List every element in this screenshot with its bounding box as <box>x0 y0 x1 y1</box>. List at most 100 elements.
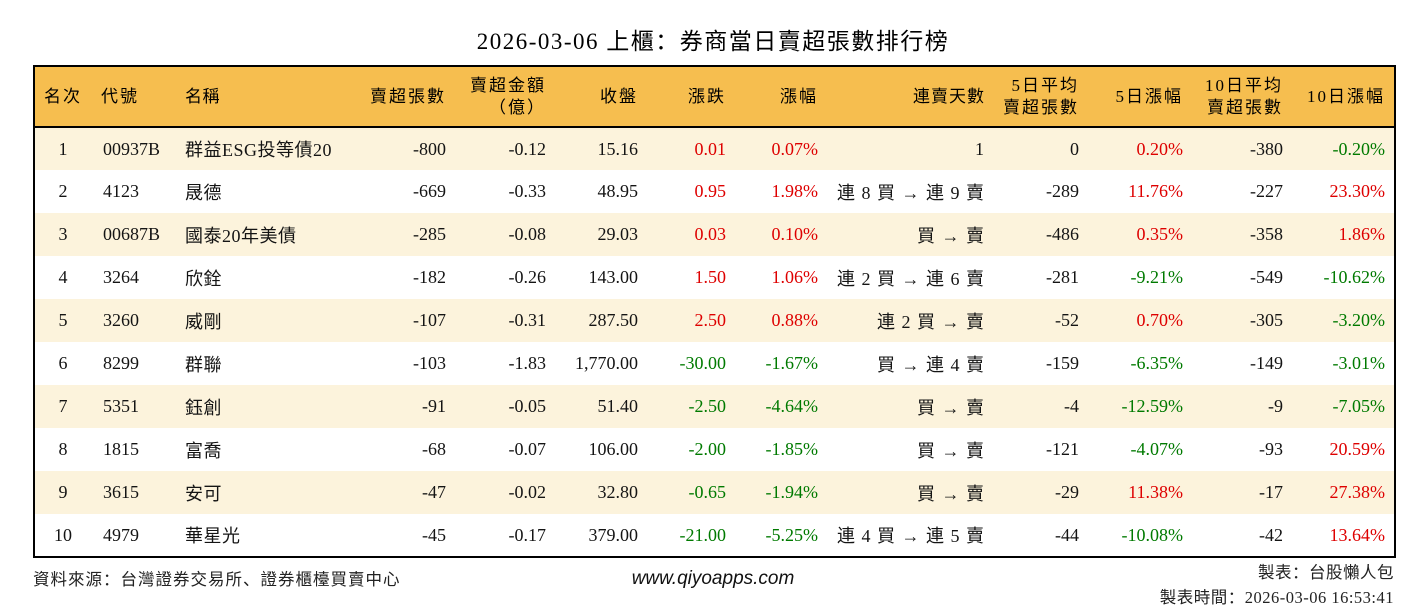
cell-sell_volume: -68 <box>356 428 456 471</box>
cell-close: 143.00 <box>556 256 646 299</box>
cell-change_pct: -4.64% <box>736 385 826 428</box>
cell-code: 3260 <box>91 299 171 342</box>
cell-rank: 8 <box>34 428 91 471</box>
cell-streak: 連 2 買 → 賣 <box>826 299 991 342</box>
cell-name: 國泰20年美債 <box>171 213 356 256</box>
ranking-table: 名次 代號 名稱 賣超張數 賣超金額 （億） 收盤 漲跌 漲幅 連賣天數 5日平均 賣超張數 5日漲… <box>33 65 1396 558</box>
cell-pct10: 20.59% <box>1293 428 1395 471</box>
cell-avg5: -486 <box>991 213 1091 256</box>
cell-pct10: 1.86% <box>1293 213 1395 256</box>
col-header-sell_amount: 賣超金額 （億） <box>456 66 556 128</box>
credits-block: 製表：台股懶人包 製表時間：2026-03-06 16:53:41 <box>1160 560 1394 610</box>
cell-change_pct: 0.88% <box>736 299 826 342</box>
cell-avg10: -549 <box>1191 256 1293 299</box>
cell-rank: 2 <box>34 170 91 213</box>
col-header-name: 名稱 <box>171 66 356 128</box>
table-body: 1 00937B 群益ESG投等債20 -800 -0.12 15.16 0.01 0.07%… <box>34 127 1395 557</box>
data-source-note: 資料來源：台灣證券交易所、證券櫃檯買賣中心 <box>33 570 401 589</box>
col-header-close: 收盤 <box>556 66 646 128</box>
cell-code: 00937B <box>91 127 171 170</box>
cell-pct10: 27.38% <box>1293 471 1395 514</box>
table-row: 6 8299 群聯 -103 -1.83 1,770.00 -30.00 -1.67% 買 → … <box>34 342 1395 385</box>
cell-pct10: 13.64% <box>1293 514 1395 557</box>
table-row: 3 00687B 國泰20年美債 -285 -0.08 29.03 0.03 0.10% 買 →… <box>34 213 1395 256</box>
cell-avg5: -121 <box>991 428 1091 471</box>
cell-name: 欣銓 <box>171 256 356 299</box>
cell-pct5: 11.76% <box>1091 170 1191 213</box>
cell-pct10: -3.20% <box>1293 299 1395 342</box>
cell-change: -2.50 <box>646 385 736 428</box>
cell-change: 0.01 <box>646 127 736 170</box>
cell-avg10: -380 <box>1191 127 1293 170</box>
cell-name: 鈺創 <box>171 385 356 428</box>
table-header: 名次 代號 名稱 賣超張數 賣超金額 （億） 收盤 漲跌 漲幅 連賣天數 5日平均 賣超張數 5日漲… <box>34 66 1395 128</box>
cell-rank: 4 <box>34 256 91 299</box>
maker-credit: 製表：台股懶人包 <box>1258 563 1394 582</box>
cell-pct10: -3.01% <box>1293 342 1395 385</box>
cell-avg5: -29 <box>991 471 1091 514</box>
cell-code: 4979 <box>91 514 171 557</box>
page-title: 2026-03-06 上櫃：券商當日賣超張數排行榜 <box>476 29 950 54</box>
cell-rank: 1 <box>34 127 91 170</box>
cell-avg10: -17 <box>1191 471 1293 514</box>
cell-rank: 3 <box>34 213 91 256</box>
cell-sell_volume: -285 <box>356 213 456 256</box>
cell-sell_amount: -0.17 <box>456 514 556 557</box>
cell-avg5: -4 <box>991 385 1091 428</box>
cell-sell_volume: -47 <box>356 471 456 514</box>
cell-change: -30.00 <box>646 342 736 385</box>
cell-pct5: 0.20% <box>1091 127 1191 170</box>
table-row: 2 4123 晟德 -669 -0.33 48.95 0.95 1.98% 連 8 買 → 連 … <box>34 170 1395 213</box>
cell-streak: 連 8 買 → 連 9 賣 <box>826 170 991 213</box>
cell-rank: 5 <box>34 299 91 342</box>
cell-sell_volume: -669 <box>356 170 456 213</box>
cell-avg10: -9 <box>1191 385 1293 428</box>
generated-time: 製表時間：2026-03-06 16:53:41 <box>1159 588 1394 607</box>
cell-rank: 9 <box>34 471 91 514</box>
cell-code: 8299 <box>91 342 171 385</box>
cell-close: 379.00 <box>556 514 646 557</box>
col-header-change: 漲跌 <box>646 66 736 128</box>
cell-streak: 買 → 賣 <box>826 471 991 514</box>
cell-sell_volume: -182 <box>356 256 456 299</box>
cell-close: 51.40 <box>556 385 646 428</box>
col-header-avg10: 10日平均 賣超張數 <box>1191 66 1293 128</box>
table-row: 9 3615 安可 -47 -0.02 32.80 -0.65 -1.94% 買 → 賣 -29 1… <box>34 471 1395 514</box>
cell-change_pct: -1.94% <box>736 471 826 514</box>
cell-sell_volume: -45 <box>356 514 456 557</box>
cell-code: 3264 <box>91 256 171 299</box>
cell-code: 4123 <box>91 170 171 213</box>
cell-avg10: -305 <box>1191 299 1293 342</box>
cell-change_pct: 0.07% <box>736 127 826 170</box>
table-row: 8 1815 富喬 -68 -0.07 106.00 -2.00 -1.85% 買 → 賣 -12… <box>34 428 1395 471</box>
cell-sell_volume: -103 <box>356 342 456 385</box>
cell-sell_amount: -0.26 <box>456 256 556 299</box>
cell-name: 富喬 <box>171 428 356 471</box>
cell-sell_amount: -0.33 <box>456 170 556 213</box>
cell-avg5: 0 <box>991 127 1091 170</box>
cell-code: 5351 <box>91 385 171 428</box>
cell-sell_amount: -1.83 <box>456 342 556 385</box>
cell-pct10: 23.30% <box>1293 170 1395 213</box>
cell-rank: 10 <box>34 514 91 557</box>
cell-change: 2.50 <box>646 299 736 342</box>
cell-pct5: 0.35% <box>1091 213 1191 256</box>
cell-avg5: -44 <box>991 514 1091 557</box>
cell-avg10: -227 <box>1191 170 1293 213</box>
cell-avg5: -52 <box>991 299 1091 342</box>
cell-name: 群益ESG投等債20 <box>171 127 356 170</box>
cell-change: -21.00 <box>646 514 736 557</box>
cell-avg10: -42 <box>1191 514 1293 557</box>
cell-sell_volume: -91 <box>356 385 456 428</box>
cell-change: 1.50 <box>646 256 736 299</box>
cell-name: 安可 <box>171 471 356 514</box>
cell-change_pct: -1.85% <box>736 428 826 471</box>
col-header-pct10: 10日漲幅 <box>1293 66 1395 128</box>
cell-name: 威剛 <box>171 299 356 342</box>
cell-streak: 連 4 買 → 連 5 賣 <box>826 514 991 557</box>
table-row: 4 3264 欣銓 -182 -0.26 143.00 1.50 1.06% 連 2 買 → 連… <box>34 256 1395 299</box>
cell-sell_volume: -107 <box>356 299 456 342</box>
cell-close: 48.95 <box>556 170 646 213</box>
cell-streak: 買 → 賣 <box>826 213 991 256</box>
cell-name: 華星光 <box>171 514 356 557</box>
